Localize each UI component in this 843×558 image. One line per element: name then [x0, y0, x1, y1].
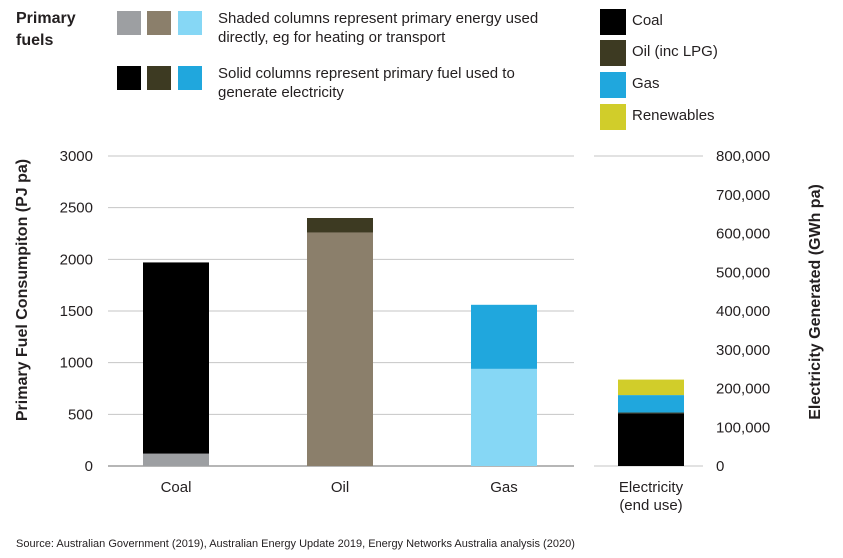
- x-tick-label-oil: Oil: [331, 479, 349, 496]
- solid-columns-note: Solid columns represent primary fuel use…: [218, 65, 515, 101]
- bar-electricity-gas: [618, 395, 684, 413]
- fuel-key-gas: Gas: [600, 72, 820, 98]
- bar-coal-electricity-fuel: [143, 262, 209, 454]
- y-axis-label: Primary Fuel Consumpiton (PJ pa): [14, 159, 31, 421]
- fuel-key-gas-label: Gas: [632, 75, 660, 92]
- secondary-y-axis-label: Electricity Generated (GWh pa): [807, 184, 824, 420]
- bar-oil-electricity-fuel: [307, 218, 373, 233]
- bar-coal-direct-use: [143, 453, 209, 466]
- tick-labels: 3000 2500 2000 1500 1000 500 0 800,000 700,000 60…: [60, 148, 771, 514]
- y2-tick-label: 400,000: [716, 303, 770, 320]
- bar-electricity-renewables: [618, 379, 684, 396]
- y-tick-label: 1000: [60, 355, 93, 372]
- y2-tick-label: 100,000: [716, 419, 770, 436]
- bar-electricity-oil-inc-lpg: [618, 412, 684, 414]
- fuel-key-renewables-label: Renewables: [632, 107, 715, 124]
- fuel-key-coal: Coal: [600, 9, 820, 35]
- bar-electricity-coal: [618, 413, 684, 466]
- y-tick-label: 3000: [60, 148, 93, 165]
- shaded-swatch-coal: [117, 11, 141, 35]
- bar-gas-electricity-fuel: [471, 304, 537, 369]
- x-tick-label-electricity-line-1: Electricity: [619, 479, 684, 496]
- shaded-swatch-gas: [178, 11, 202, 35]
- y-tick-label: 2500: [60, 200, 93, 217]
- solid-swatch-coal: [117, 66, 141, 90]
- y-tick-label: 0: [85, 458, 93, 475]
- fuel-key-oil-swatch: [600, 40, 626, 66]
- legend-title: Primary fuels: [16, 10, 76, 49]
- y2-tick-label: 200,000: [716, 381, 770, 398]
- y2-tick-label: 600,000: [716, 226, 770, 243]
- y2-tick-label: 300,000: [716, 342, 770, 359]
- fuel-key-coal-swatch: [600, 9, 626, 35]
- x-tick-label-electricity-line-2: (end use): [619, 497, 682, 514]
- solid-swatch-oil: [147, 66, 171, 90]
- y2-tick-label: 500,000: [716, 264, 770, 281]
- bar-gas-direct-use: [471, 368, 537, 466]
- y2-tick-label: 700,000: [716, 187, 770, 204]
- source-note: Source: Australian Government (2019), Au…: [16, 538, 575, 550]
- solid-swatch-gas: [178, 66, 202, 90]
- bar-oil-direct-use: [307, 232, 373, 466]
- y-tick-label: 2000: [60, 251, 93, 268]
- shaded-columns-note: Shaded columns represent primary energy …: [218, 10, 539, 46]
- x-tick-label-coal: Coal: [161, 479, 192, 496]
- y2-tick-label: 0: [716, 458, 724, 475]
- fuel-key-coal-label: Coal: [632, 12, 663, 29]
- fuel-key-gas-swatch: [600, 72, 626, 98]
- x-tick-label-gas: Gas: [490, 479, 518, 496]
- y2-tick-label: 800,000: [716, 148, 770, 165]
- y-tick-label: 1500: [60, 303, 93, 320]
- fuel-key-renewables: Renewables: [600, 104, 820, 130]
- y-tick-label: 500: [68, 406, 93, 423]
- bars: [143, 218, 684, 466]
- shaded-swatch-oil: [147, 11, 171, 35]
- fuel-key-oil: Oil (inc LPG): [600, 40, 820, 66]
- fuel-key-renewables-swatch: [600, 104, 626, 130]
- fuel-key-oil-label: Oil (inc LPG): [632, 43, 718, 60]
